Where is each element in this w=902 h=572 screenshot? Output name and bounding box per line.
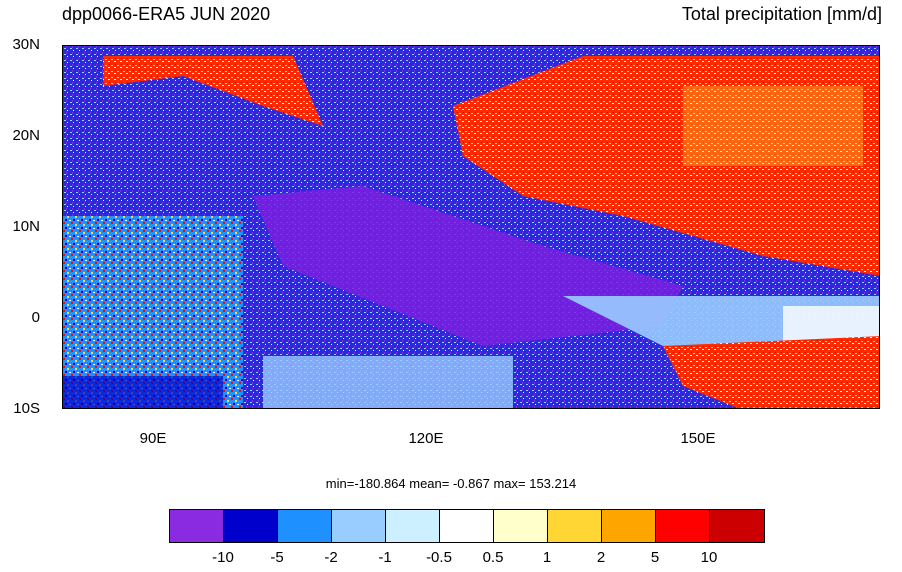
colorbar-label: -1 (378, 549, 392, 566)
lon-label-150e: 150E (680, 430, 716, 447)
map-title: dpp0066-ERA5 JUN 2020 (62, 4, 271, 24)
colorbar-box (278, 510, 332, 542)
colorbar-box (386, 510, 440, 542)
lat-label-20n: 20N (12, 127, 40, 144)
lon-label-90e: 90E (139, 430, 167, 447)
statistics-line: min=-180.864 mean= -0.867 max= 153.214 (325, 476, 577, 491)
colorbar-box (170, 510, 224, 542)
lat-label-10s: 10S (13, 400, 40, 417)
colorbar-label: -2 (324, 549, 338, 566)
colorbar-label: -10 (212, 549, 234, 566)
precipitation-map (62, 45, 880, 409)
colorbar-label: 1 (542, 549, 552, 566)
colorbar-label: 10 (700, 549, 718, 566)
colorbar-box (332, 510, 386, 542)
colorbar-box (548, 510, 602, 542)
colorbar-label: 5 (650, 549, 660, 566)
lon-label-120e: 120E (408, 430, 444, 447)
lat-label-30n: 30N (12, 36, 40, 53)
map-canvas (63, 46, 879, 408)
colorbar-box (656, 510, 710, 542)
colorbar (169, 509, 765, 543)
colorbar-box (224, 510, 278, 542)
colorbar-box (710, 510, 764, 542)
colorbar-label: 0.5 (482, 549, 504, 566)
lat-label-10n: 10N (12, 218, 40, 235)
colorbar-label: -0.5 (426, 549, 452, 566)
colorbar-label: -5 (270, 549, 284, 566)
lat-label-0: 0 (31, 309, 40, 326)
colorbar-label: 2 (596, 549, 606, 566)
colorbar-box (440, 510, 494, 542)
colorbar-box (602, 510, 656, 542)
variable-title: Total precipitation [mm/d] (681, 4, 882, 24)
colorbar-box (494, 510, 548, 542)
